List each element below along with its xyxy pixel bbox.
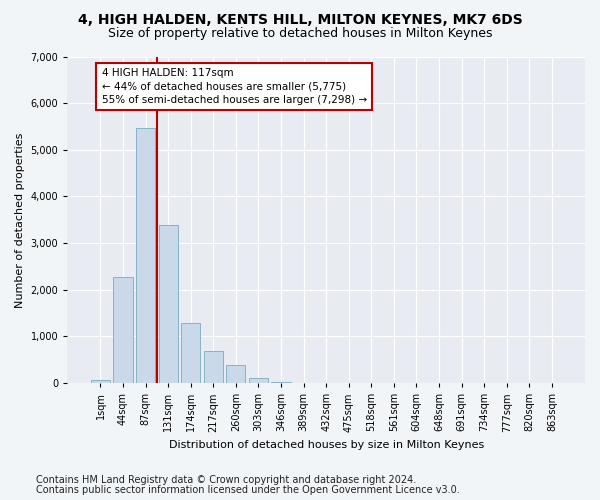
Text: Contains public sector information licensed under the Open Government Licence v3: Contains public sector information licen…: [36, 485, 460, 495]
Text: 4, HIGH HALDEN, KENTS HILL, MILTON KEYNES, MK7 6DS: 4, HIGH HALDEN, KENTS HILL, MILTON KEYNE…: [77, 12, 523, 26]
Y-axis label: Number of detached properties: Number of detached properties: [15, 132, 25, 308]
Text: 4 HIGH HALDEN: 117sqm
← 44% of detached houses are smaller (5,775)
55% of semi-d: 4 HIGH HALDEN: 117sqm ← 44% of detached …: [101, 68, 367, 104]
Bar: [226, 365, 245, 383]
Bar: [136, 128, 155, 383]
Bar: [271, 382, 290, 383]
Text: Size of property relative to detached houses in Milton Keynes: Size of property relative to detached ho…: [108, 28, 492, 40]
X-axis label: Distribution of detached houses by size in Milton Keynes: Distribution of detached houses by size …: [169, 440, 484, 450]
Bar: [91, 380, 110, 383]
Bar: [158, 226, 178, 383]
Bar: [181, 323, 200, 383]
Bar: [113, 276, 133, 383]
Bar: [204, 351, 223, 383]
Text: Contains HM Land Registry data © Crown copyright and database right 2024.: Contains HM Land Registry data © Crown c…: [36, 475, 416, 485]
Bar: [249, 378, 268, 383]
